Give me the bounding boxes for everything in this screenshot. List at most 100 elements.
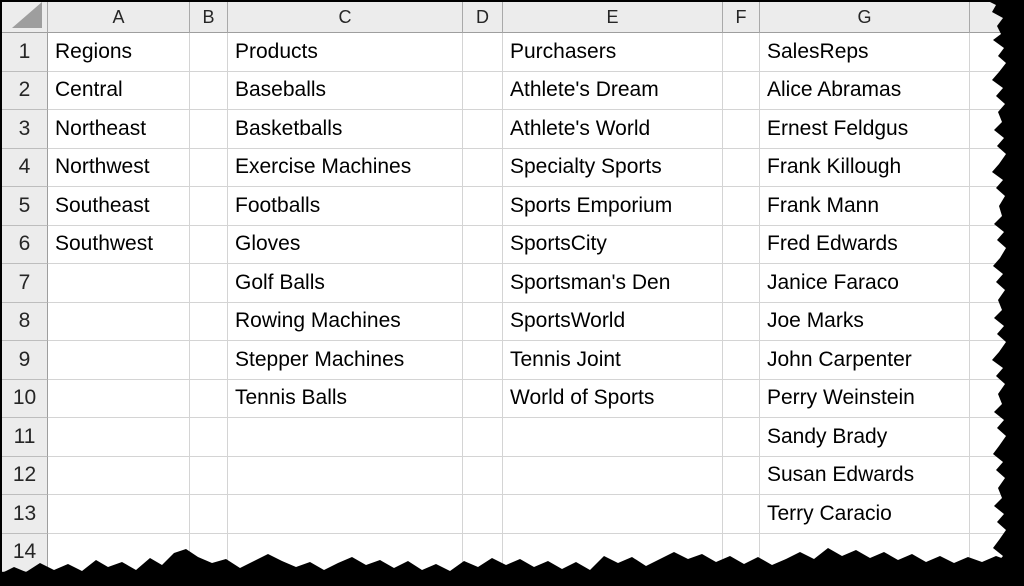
cell-F3[interactable] xyxy=(723,110,760,149)
cell-partial-5[interactable] xyxy=(970,187,1024,226)
cell-D3[interactable] xyxy=(463,110,503,149)
cell-D1[interactable] xyxy=(463,33,503,72)
cell-C11[interactable] xyxy=(228,418,463,457)
cell-C5[interactable]: Footballs xyxy=(228,187,463,226)
cell-D12[interactable] xyxy=(463,456,503,495)
cell-E14[interactable] xyxy=(503,533,723,572)
row-header-1[interactable]: 1 xyxy=(2,33,48,72)
cell-partial-1[interactable] xyxy=(970,33,1024,72)
cell-F4[interactable] xyxy=(723,148,760,187)
col-header-B[interactable]: B xyxy=(190,2,228,33)
cell-E10[interactable]: World of Sports xyxy=(503,379,723,418)
cell-E7[interactable]: Sportsman's Den xyxy=(503,264,723,303)
cell-D2[interactable] xyxy=(463,71,503,110)
cell-B11[interactable] xyxy=(190,418,228,457)
cell-B13[interactable] xyxy=(190,495,228,534)
cell-F11[interactable] xyxy=(723,418,760,457)
cell-B8[interactable] xyxy=(190,302,228,341)
cell-F7[interactable] xyxy=(723,264,760,303)
cell-B5[interactable] xyxy=(190,187,228,226)
cell-F8[interactable] xyxy=(723,302,760,341)
row-header-9[interactable]: 9 xyxy=(2,341,48,380)
row-header-12[interactable]: 12 xyxy=(2,456,48,495)
col-header-F[interactable]: F xyxy=(723,2,760,33)
cell-D9[interactable] xyxy=(463,341,503,380)
cell-B6[interactable] xyxy=(190,225,228,264)
col-header-A[interactable]: A xyxy=(48,2,190,33)
cell-D6[interactable] xyxy=(463,225,503,264)
cell-A6[interactable]: Southwest xyxy=(48,225,190,264)
cell-G1[interactable]: SalesReps xyxy=(760,33,970,72)
cell-D8[interactable] xyxy=(463,302,503,341)
cell-C6[interactable]: Gloves xyxy=(228,225,463,264)
cell-G11[interactable]: Sandy Brady xyxy=(760,418,970,457)
cell-G13[interactable]: Terry Caracio xyxy=(760,495,970,534)
cell-partial-2[interactable] xyxy=(970,71,1024,110)
cell-partial-13[interactable] xyxy=(970,495,1024,534)
cell-partial-7[interactable] xyxy=(970,264,1024,303)
cell-D14[interactable] xyxy=(463,533,503,572)
cell-A9[interactable] xyxy=(48,341,190,380)
row-header-4[interactable]: 4 xyxy=(2,148,48,187)
cell-C13[interactable] xyxy=(228,495,463,534)
cell-A4[interactable]: Northwest xyxy=(48,148,190,187)
cell-C3[interactable]: Basketballs xyxy=(228,110,463,149)
row-header-6[interactable]: 6 xyxy=(2,225,48,264)
cell-F2[interactable] xyxy=(723,71,760,110)
cell-C10[interactable]: Tennis Balls xyxy=(228,379,463,418)
cell-A14[interactable] xyxy=(48,533,190,572)
cell-D13[interactable] xyxy=(463,495,503,534)
cell-C8[interactable]: Rowing Machines xyxy=(228,302,463,341)
cell-F6[interactable] xyxy=(723,225,760,264)
col-header-D[interactable]: D xyxy=(463,2,503,33)
cell-C2[interactable]: Baseballs xyxy=(228,71,463,110)
cell-G4[interactable]: Frank Killough xyxy=(760,148,970,187)
cell-G2[interactable]: Alice Abramas xyxy=(760,71,970,110)
cell-F10[interactable] xyxy=(723,379,760,418)
cell-partial-4[interactable] xyxy=(970,148,1024,187)
cell-G12[interactable]: Susan Edwards xyxy=(760,456,970,495)
cell-E1[interactable]: Purchasers xyxy=(503,33,723,72)
cell-E6[interactable]: SportsCity xyxy=(503,225,723,264)
cell-E12[interactable] xyxy=(503,456,723,495)
cell-G3[interactable]: Ernest Feldgus xyxy=(760,110,970,149)
cell-G14[interactable] xyxy=(760,533,970,572)
cell-E3[interactable]: Athlete's World xyxy=(503,110,723,149)
row-header-10[interactable]: 10 xyxy=(2,379,48,418)
row-header-13[interactable]: 13 xyxy=(2,495,48,534)
cell-F14[interactable] xyxy=(723,533,760,572)
cell-F1[interactable] xyxy=(723,33,760,72)
cell-G9[interactable]: John Carpenter xyxy=(760,341,970,380)
cell-G6[interactable]: Fred Edwards xyxy=(760,225,970,264)
cell-partial-11[interactable] xyxy=(970,418,1024,457)
col-header-E[interactable]: E xyxy=(503,2,723,33)
cell-C14[interactable] xyxy=(228,533,463,572)
cell-A1[interactable]: Regions xyxy=(48,33,190,72)
cell-A13[interactable] xyxy=(48,495,190,534)
cell-C12[interactable] xyxy=(228,456,463,495)
cell-E13[interactable] xyxy=(503,495,723,534)
cell-A3[interactable]: Northeast xyxy=(48,110,190,149)
cell-E4[interactable]: Specialty Sports xyxy=(503,148,723,187)
cell-A10[interactable] xyxy=(48,379,190,418)
cell-partial-14[interactable] xyxy=(970,533,1024,572)
cell-D7[interactable] xyxy=(463,264,503,303)
cell-G8[interactable]: Joe Marks xyxy=(760,302,970,341)
cell-partial-8[interactable] xyxy=(970,302,1024,341)
cell-C7[interactable]: Golf Balls xyxy=(228,264,463,303)
cell-partial-3[interactable] xyxy=(970,110,1024,149)
col-header-C[interactable]: C xyxy=(228,2,463,33)
cell-F9[interactable] xyxy=(723,341,760,380)
cell-B9[interactable] xyxy=(190,341,228,380)
cell-partial-10[interactable] xyxy=(970,379,1024,418)
cell-A2[interactable]: Central xyxy=(48,71,190,110)
cell-A7[interactable] xyxy=(48,264,190,303)
cell-partial-12[interactable] xyxy=(970,456,1024,495)
col-header-partial[interactable] xyxy=(970,2,1024,33)
col-header-G[interactable]: G xyxy=(760,2,970,33)
select-all-cell[interactable] xyxy=(2,2,48,33)
cell-C9[interactable]: Stepper Machines xyxy=(228,341,463,380)
cell-B10[interactable] xyxy=(190,379,228,418)
cell-F13[interactable] xyxy=(723,495,760,534)
cell-partial-6[interactable] xyxy=(970,225,1024,264)
